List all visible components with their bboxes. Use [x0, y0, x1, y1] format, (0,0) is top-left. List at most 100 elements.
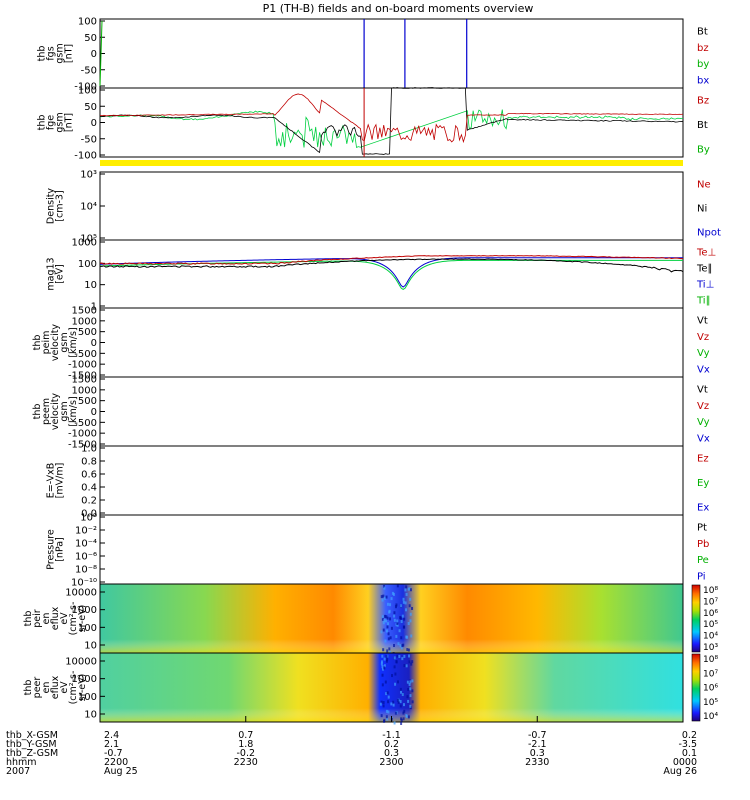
- spec-noise: [391, 591, 394, 595]
- efield-ytick-label: 0.2: [81, 496, 97, 507]
- peim-ylabel-line: [km/s]: [68, 327, 79, 357]
- fgs-frame: [99, 18, 684, 89]
- spec-noise: [382, 621, 385, 625]
- spec-noise: [393, 665, 396, 669]
- panels: 100500-50-100thbfgsgsm[nT]Btbzbybx100500…: [23, 17, 721, 725]
- peim-ytick-label: 1000: [72, 316, 97, 327]
- spec-noise: [380, 660, 383, 664]
- density-frame: [99, 171, 684, 241]
- fge-by-trace: [99, 109, 684, 148]
- spec-noise: [409, 704, 412, 708]
- spec-noise: [396, 698, 399, 702]
- spec-noise: [386, 717, 389, 721]
- spec-noise: [389, 636, 392, 640]
- peem-ytick-label: 1000: [72, 385, 97, 396]
- legend-fge-Bz: Bz: [697, 96, 709, 107]
- spec-noise: [387, 710, 390, 714]
- spec-noise: [406, 635, 409, 639]
- legend-temperature-Ti∥: Ti∥: [696, 296, 711, 307]
- temp-ti-par-trace: [99, 259, 683, 291]
- spec-noise: [385, 692, 388, 696]
- density-ytick-label: 10³: [80, 170, 97, 181]
- legend-fgs-by: by: [697, 59, 709, 70]
- spec-noise: [401, 644, 404, 648]
- panel-pressure: 10⁰ 10⁻² 10⁻⁴ 10⁻⁶ 10⁻⁸ 10⁻¹⁰ Pressure[nPa] Pt P…: [46, 513, 710, 589]
- spec-noise: [380, 595, 383, 599]
- peer_spec-colorbar-tick: 10⁸: [703, 655, 718, 665]
- spec-noise: [397, 700, 400, 704]
- pressure-ytick-label: 10⁻⁴: [75, 539, 97, 550]
- xaxis-tick-value: 2330: [525, 757, 549, 768]
- spec-noise: [409, 694, 412, 698]
- spec-noise: [396, 584, 399, 588]
- spec-noise: [402, 600, 405, 604]
- fge-ytick-label: 0: [91, 118, 97, 129]
- spec-noise: [411, 689, 414, 693]
- spec-noise: [393, 611, 396, 615]
- peem-ylabel-line: [km/s]: [68, 396, 79, 426]
- spec-noise: [405, 585, 408, 589]
- spec-noise: [403, 664, 406, 668]
- spec-noise: [409, 687, 412, 691]
- spec-noise: [385, 629, 388, 633]
- efield-ytick-label: 1.0: [81, 444, 97, 455]
- density-ylabel-line: [cm-3]: [55, 190, 66, 221]
- legend-efield-Ey: Ey: [697, 478, 709, 489]
- peim-ylabel-line: gsm: [59, 332, 70, 352]
- panel-peir_spec: 10⁸10⁷10⁶10⁵10⁴10³10000100010010thbpeire…: [23, 583, 718, 656]
- temp-ti-perp-trace: [99, 257, 683, 288]
- peer_spec-ytick-label: 10: [84, 710, 97, 721]
- fgs-ylabel-line: thb: [37, 46, 48, 62]
- pressure-ytick-label: 10⁻²: [75, 526, 97, 537]
- efield-ytick-label: 0.0: [81, 509, 97, 520]
- legend-peim-Vy: Vy: [697, 348, 710, 359]
- spec-noise: [382, 667, 385, 671]
- fge-ytick-label: 100: [78, 86, 97, 97]
- peem-ytick-label: -1000: [68, 429, 97, 440]
- legend-fge-Bt: Bt: [697, 120, 708, 131]
- density-ylabel-line: Density: [46, 188, 57, 224]
- legend-fge-By: By: [697, 145, 710, 156]
- peim-ytick-label: 1500: [72, 306, 97, 317]
- panel-density: 10³ 10⁴ 10⁵ Density[cm-3] Ne Ni Npot: [46, 170, 721, 245]
- spec-noise: [383, 618, 386, 622]
- peir_spec-ylabel-line: thb: [23, 611, 34, 627]
- legend-fgs-bx: bx: [697, 76, 709, 87]
- peer_spec-ytick-label: 100: [78, 692, 97, 703]
- peer_spec-ylabel-line: thb: [23, 680, 34, 696]
- xaxis-tick-value: 0.1: [682, 748, 697, 759]
- peem-ytick-label: -1500: [68, 440, 97, 451]
- spec-noise: [399, 700, 402, 704]
- peem-frame: [99, 376, 684, 447]
- spec-noise: [381, 654, 384, 658]
- peem-ytick-label: 0: [91, 407, 97, 418]
- fgs-ytick-label: 100: [78, 17, 97, 28]
- spec-noise: [379, 702, 382, 706]
- spec-noise: [393, 614, 396, 618]
- spec-noise: [410, 662, 413, 666]
- spec-noise: [399, 644, 402, 648]
- spec-noise: [386, 649, 389, 653]
- peir_spec-ylabel-line: sr-eV): [77, 605, 88, 633]
- spec-noise: [390, 597, 393, 601]
- peer_spec-ytick-label: 1000: [72, 674, 97, 685]
- spec-noise: [387, 637, 390, 641]
- spec-noise: [385, 619, 388, 623]
- spec-noise: [390, 702, 393, 706]
- spec-noise: [385, 715, 388, 719]
- spec-noise: [402, 597, 405, 601]
- fge-ytick-label: -100: [74, 151, 97, 162]
- spec-noise: [400, 620, 403, 624]
- spec-noise: [388, 647, 391, 651]
- peir_spec-colorbar-tick: 10⁴: [703, 632, 718, 642]
- spec-noise: [394, 672, 397, 676]
- peem-ytick-label: 1500: [72, 375, 97, 386]
- spec-noise: [402, 703, 405, 707]
- spec-noise: [383, 666, 386, 670]
- fge-ylabel-line: fge: [46, 115, 57, 130]
- spec-noise: [386, 691, 389, 695]
- fge-bt-trace: [99, 87, 684, 155]
- fge-ylabel-line: gsm: [55, 112, 66, 132]
- xaxis-tick-value: -0.7: [104, 748, 123, 759]
